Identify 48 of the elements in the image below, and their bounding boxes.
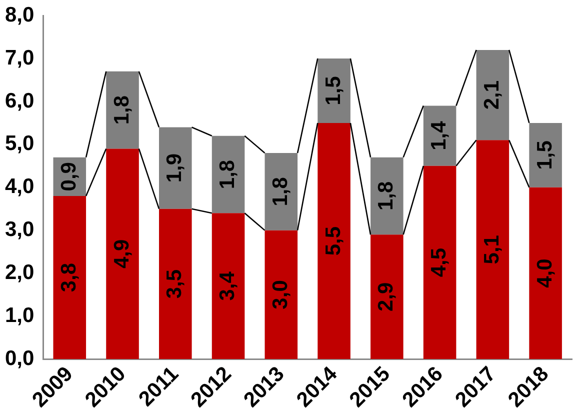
data-label: 5,1	[480, 234, 504, 264]
bar	[529, 122, 562, 188]
bar	[159, 208, 192, 360]
data-label: 0,9	[57, 162, 80, 192]
data-label: 1,9	[163, 153, 186, 183]
bar	[370, 157, 404, 235]
data-label: 1,8	[268, 176, 292, 206]
y-tick-label: 5,0	[4, 132, 34, 156]
y-tick-label: 0,0	[4, 346, 34, 370]
data-label: 4,0	[533, 258, 556, 288]
data-label: 1,5	[322, 76, 345, 106]
data-label: 3,5	[163, 269, 186, 299]
data-label: 5,5	[322, 226, 345, 256]
bar	[476, 140, 510, 360]
data-label: 1,8	[374, 181, 398, 211]
bar	[264, 153, 298, 230]
bar	[423, 166, 456, 360]
bar	[318, 58, 350, 123]
data-label: 2,1	[480, 80, 504, 110]
y-tick-label: 3,0	[4, 218, 34, 242]
bar	[106, 148, 139, 360]
bar	[476, 50, 510, 140]
bar	[529, 187, 562, 360]
data-label: 3,8	[57, 262, 80, 292]
data-label: 1,4	[428, 120, 451, 150]
bar	[212, 213, 245, 360]
data-label: 3,4	[216, 271, 240, 301]
bar	[212, 136, 245, 214]
y-tick-label: 1,0	[4, 304, 34, 327]
y-tick-label: 2,0	[4, 261, 34, 284]
y-tick-label: 8,0	[4, 3, 34, 26]
data-label: 1,5	[533, 140, 556, 170]
data-label: 1,8	[110, 95, 134, 125]
bar	[423, 106, 456, 166]
data-label: 2,9	[374, 282, 398, 312]
bar	[370, 234, 404, 360]
y-tick-label: 7,0	[4, 46, 34, 70]
bar	[106, 71, 139, 149]
bar	[159, 127, 192, 209]
data-label: 4,5	[428, 248, 451, 278]
y-tick-label: 6,0	[4, 89, 34, 112]
bar	[264, 230, 298, 360]
bar	[53, 196, 86, 360]
data-label: 1,8	[216, 160, 240, 190]
bar	[318, 122, 350, 360]
y-tick-label: 4,0	[4, 175, 34, 198]
data-label: 3,0	[268, 280, 292, 310]
data-label: 4,9	[110, 239, 134, 269]
